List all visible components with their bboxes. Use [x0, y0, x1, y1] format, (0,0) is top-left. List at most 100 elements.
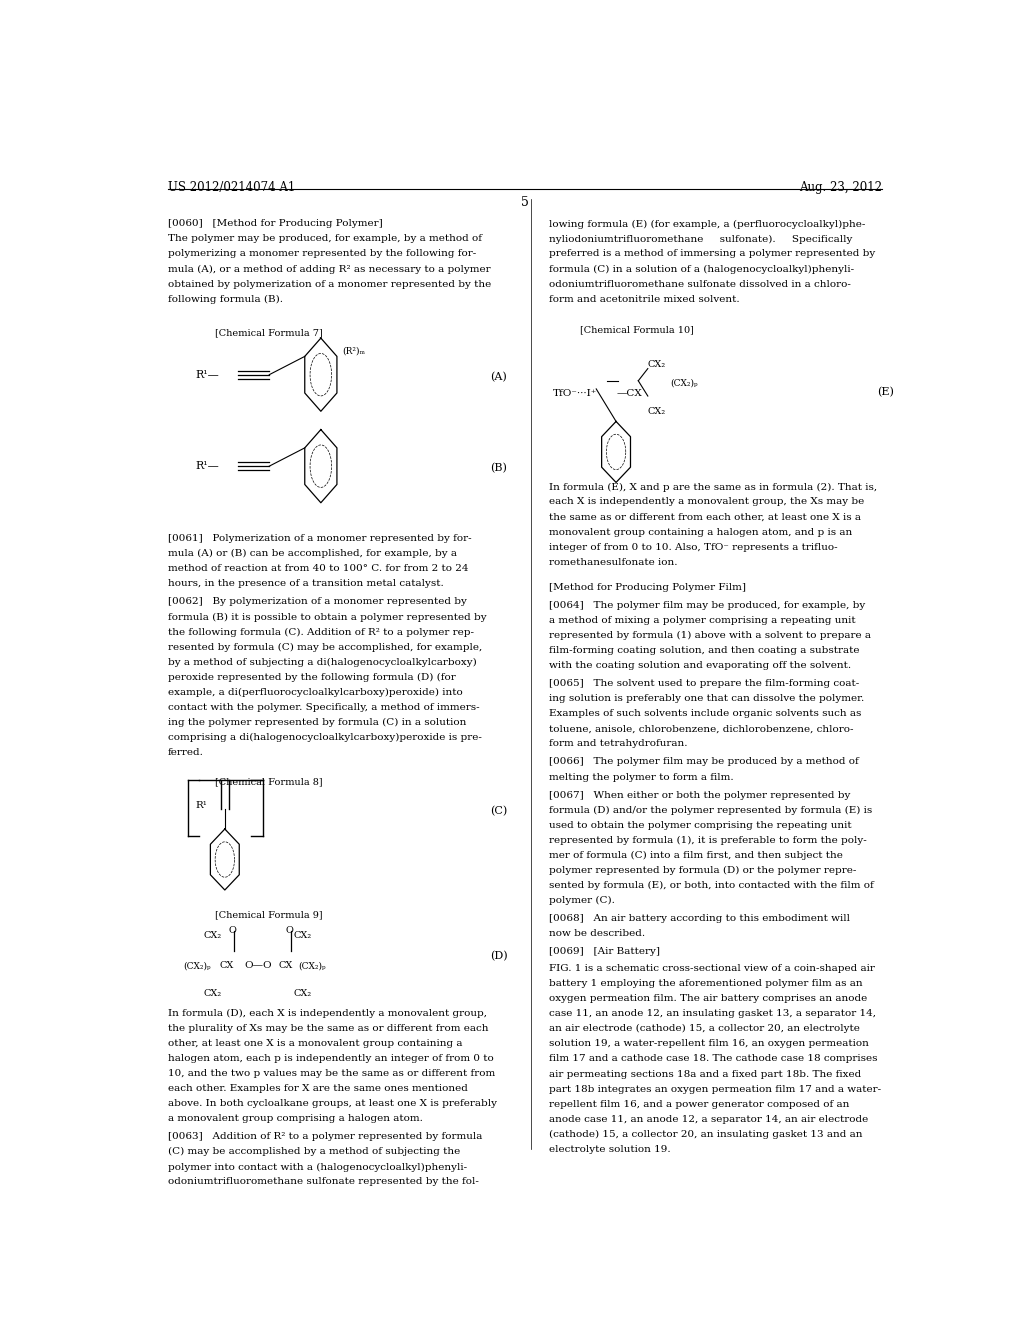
- Text: CX: CX: [219, 961, 233, 970]
- Text: odoniumtrifluoromethane sulfonate represented by the fol-: odoniumtrifluoromethane sulfonate repres…: [168, 1177, 478, 1187]
- Text: by a method of subjecting a di(halogenocycloalkylcarboxy): by a method of subjecting a di(halogenoc…: [168, 657, 476, 667]
- Text: polymerizing a monomer represented by the following for-: polymerizing a monomer represented by th…: [168, 249, 476, 259]
- Text: [0068]   An air battery according to this embodiment will: [0068] An air battery according to this …: [549, 913, 850, 923]
- Text: other, at least one X is a monovalent group containing a: other, at least one X is a monovalent gr…: [168, 1039, 462, 1048]
- Text: each X is independently a monovalent group, the Xs may be: each X is independently a monovalent gro…: [549, 498, 864, 507]
- Text: the plurality of Xs may be the same as or different from each: the plurality of Xs may be the same as o…: [168, 1024, 488, 1034]
- Text: the following formula (C). Addition of R² to a polymer rep-: the following formula (C). Addition of R…: [168, 627, 474, 636]
- Text: form and acetonitrile mixed solvent.: form and acetonitrile mixed solvent.: [549, 294, 739, 304]
- Text: The polymer may be produced, for example, by a method of: The polymer may be produced, for example…: [168, 235, 481, 243]
- Text: mula (A) or (B) can be accomplished, for example, by a: mula (A) or (B) can be accomplished, for…: [168, 549, 457, 558]
- Text: mer of formula (C) into a film first, and then subject the: mer of formula (C) into a film first, an…: [549, 851, 843, 859]
- Text: represented by formula (1) above with a solvent to prepare a: represented by formula (1) above with a …: [549, 631, 870, 640]
- Text: film 17 and a cathode case 18. The cathode case 18 comprises: film 17 and a cathode case 18. The catho…: [549, 1055, 878, 1064]
- Text: Aug. 23, 2012: Aug. 23, 2012: [799, 181, 882, 194]
- Text: [0060]   [Method for Producing Polymer]: [0060] [Method for Producing Polymer]: [168, 219, 382, 228]
- Text: (CX₂)ₚ: (CX₂)ₚ: [299, 961, 327, 970]
- Text: 5: 5: [521, 195, 528, 209]
- Text: [Chemical Formula 9]: [Chemical Formula 9]: [215, 911, 323, 919]
- Text: [0061]   Polymerization of a monomer represented by for-: [0061] Polymerization of a monomer repre…: [168, 535, 471, 544]
- Text: nyliodoniumtrifluoromethane     sulfonate).     Specifically: nyliodoniumtrifluoromethane sulfonate). …: [549, 235, 852, 244]
- Text: solution 19, a water-repellent film 16, an oxygen permeation: solution 19, a water-repellent film 16, …: [549, 1039, 868, 1048]
- Text: integer of from 0 to 10. Also, TfO⁻ represents a trifluo-: integer of from 0 to 10. Also, TfO⁻ repr…: [549, 543, 838, 552]
- Text: contact with the polymer. Specifically, a method of immers-: contact with the polymer. Specifically, …: [168, 702, 479, 711]
- Text: (C): (C): [490, 805, 507, 816]
- Text: (CX₂)ₚ: (CX₂)ₚ: [670, 379, 697, 388]
- Text: R¹: R¹: [196, 800, 207, 809]
- Text: polymer (C).: polymer (C).: [549, 896, 614, 906]
- Text: CX₂: CX₂: [648, 360, 666, 370]
- Text: romethanesulfonate ion.: romethanesulfonate ion.: [549, 557, 677, 566]
- Text: now be described.: now be described.: [549, 929, 645, 939]
- Text: method of reaction at from 40 to 100° C. for from 2 to 24: method of reaction at from 40 to 100° C.…: [168, 565, 468, 573]
- Text: halogen atom, each p is independently an integer of from 0 to: halogen atom, each p is independently an…: [168, 1055, 494, 1063]
- Text: [0067]   When either or both the polymer represented by: [0067] When either or both the polymer r…: [549, 791, 850, 800]
- Text: TfO⁻···I⁺: TfO⁻···I⁺: [553, 389, 597, 397]
- Text: air permeating sections 18a and a fixed part 18b. The fixed: air permeating sections 18a and a fixed …: [549, 1069, 861, 1078]
- Text: used to obtain the polymer comprising the repeating unit: used to obtain the polymer comprising th…: [549, 821, 851, 830]
- Text: example, a di(perfluorocycloalkylcarboxy)peroxide) into: example, a di(perfluorocycloalkylcarboxy…: [168, 688, 463, 697]
- Text: repellent film 16, and a power generator composed of an: repellent film 16, and a power generator…: [549, 1100, 849, 1109]
- Text: case 11, an anode 12, an insulating gasket 13, a separator 14,: case 11, an anode 12, an insulating gask…: [549, 1010, 876, 1018]
- Text: CX: CX: [279, 961, 293, 970]
- Text: [0065]   The solvent used to prepare the film-forming coat-: [0065] The solvent used to prepare the f…: [549, 680, 859, 688]
- Text: [Chemical Formula 7]: [Chemical Formula 7]: [215, 327, 323, 337]
- Text: odoniumtrifluoromethane sulfonate dissolved in a chloro-: odoniumtrifluoromethane sulfonate dissol…: [549, 280, 851, 289]
- Text: anode case 11, an anode 12, a separator 14, an air electrode: anode case 11, an anode 12, a separator …: [549, 1114, 868, 1123]
- Text: represented by formula (1), it is preferable to form the poly-: represented by formula (1), it is prefer…: [549, 836, 866, 845]
- Text: (R²)ₘ: (R²)ₘ: [342, 346, 365, 355]
- Text: O: O: [286, 925, 294, 935]
- Text: CX₂: CX₂: [648, 407, 666, 416]
- Text: ing the polymer represented by formula (C) in a solution: ing the polymer represented by formula (…: [168, 718, 466, 727]
- Text: oxygen permeation film. The air battery comprises an anode: oxygen permeation film. The air battery …: [549, 994, 867, 1003]
- Text: O: O: [228, 925, 237, 935]
- Text: ferred.: ferred.: [168, 748, 204, 756]
- Text: CX₂: CX₂: [293, 989, 311, 998]
- Text: melting the polymer to form a film.: melting the polymer to form a film.: [549, 772, 733, 781]
- Text: Examples of such solvents include organic solvents such as: Examples of such solvents include organi…: [549, 709, 861, 718]
- Text: In formula (E), X and p are the same as in formula (2). That is,: In formula (E), X and p are the same as …: [549, 482, 877, 491]
- Text: [Chemical Formula 8]: [Chemical Formula 8]: [215, 777, 323, 787]
- Text: (A): (A): [490, 372, 507, 381]
- Text: [Method for Producing Polymer Film]: [Method for Producing Polymer Film]: [549, 583, 745, 591]
- Text: [0063]   Addition of R² to a polymer represented by formula: [0063] Addition of R² to a polymer repre…: [168, 1133, 482, 1142]
- Text: obtained by polymerization of a monomer represented by the: obtained by polymerization of a monomer …: [168, 280, 490, 289]
- Text: (CX₂)ₚ: (CX₂)ₚ: [183, 961, 211, 970]
- Text: battery 1 employing the aforementioned polymer film as an: battery 1 employing the aforementioned p…: [549, 979, 862, 989]
- Text: CX₂: CX₂: [204, 931, 221, 940]
- Text: peroxide represented by the following formula (D) (for: peroxide represented by the following fo…: [168, 673, 456, 682]
- Text: US 2012/0214074 A1: US 2012/0214074 A1: [168, 181, 295, 194]
- Text: —CX: —CX: [616, 389, 642, 397]
- Text: monovalent group containing a halogen atom, and p is an: monovalent group containing a halogen at…: [549, 528, 852, 536]
- Text: [0066]   The polymer film may be produced by a method of: [0066] The polymer film may be produced …: [549, 758, 858, 767]
- Text: mula (A), or a method of adding R² as necessary to a polymer: mula (A), or a method of adding R² as ne…: [168, 264, 490, 273]
- Text: form and tetrahydrofuran.: form and tetrahydrofuran.: [549, 739, 687, 748]
- Text: electrolyte solution 19.: electrolyte solution 19.: [549, 1144, 671, 1154]
- Text: FIG. 1 is a schematic cross-sectional view of a coin-shaped air: FIG. 1 is a schematic cross-sectional vi…: [549, 964, 874, 973]
- Text: (D): (D): [489, 950, 507, 961]
- Text: lowing formula (E) (for example, a (perfluorocycloalkyl)phe-: lowing formula (E) (for example, a (perf…: [549, 219, 865, 228]
- Text: CX₂: CX₂: [204, 989, 221, 998]
- Text: O—O: O—O: [245, 961, 272, 970]
- Text: polymer into contact with a (halogenocycloalkyl)phenyli-: polymer into contact with a (halogenocyc…: [168, 1163, 467, 1172]
- Text: (C) may be accomplished by a method of subjecting the: (C) may be accomplished by a method of s…: [168, 1147, 460, 1156]
- Text: CX₂: CX₂: [293, 931, 311, 940]
- Text: 10, and the two p values may be the same as or different from: 10, and the two p values may be the same…: [168, 1069, 495, 1078]
- Text: each other. Examples for X are the same ones mentioned: each other. Examples for X are the same …: [168, 1084, 468, 1093]
- Text: (E): (E): [877, 387, 894, 397]
- Text: toluene, anisole, chlorobenzene, dichlorobenzene, chloro-: toluene, anisole, chlorobenzene, dichlor…: [549, 725, 853, 734]
- Text: preferred is a method of immersing a polymer represented by: preferred is a method of immersing a pol…: [549, 249, 874, 259]
- Text: (cathode) 15, a collector 20, an insulating gasket 13 and an: (cathode) 15, a collector 20, an insulat…: [549, 1130, 862, 1139]
- Text: above. In both cycloalkane groups, at least one X is preferably: above. In both cycloalkane groups, at le…: [168, 1100, 497, 1109]
- Text: polymer represented by formula (D) or the polymer repre-: polymer represented by formula (D) or th…: [549, 866, 856, 875]
- Text: [0062]   By polymerization of a monomer represented by: [0062] By polymerization of a monomer re…: [168, 598, 467, 606]
- Text: formula (D) and/or the polymer represented by formula (E) is: formula (D) and/or the polymer represent…: [549, 805, 871, 814]
- Text: part 18b integrates an oxygen permeation film 17 and a water-: part 18b integrates an oxygen permeation…: [549, 1085, 881, 1093]
- Text: a method of mixing a polymer comprising a repeating unit: a method of mixing a polymer comprising …: [549, 616, 855, 624]
- Text: formula (C) in a solution of a (halogenocycloalkyl)phenyli-: formula (C) in a solution of a (halogeno…: [549, 264, 854, 273]
- Text: formula (B) it is possible to obtain a polymer represented by: formula (B) it is possible to obtain a p…: [168, 612, 486, 622]
- Text: [0069]   [Air Battery]: [0069] [Air Battery]: [549, 948, 659, 956]
- Text: [0064]   The polymer film may be produced, for example, by: [0064] The polymer film may be produced,…: [549, 601, 865, 610]
- Text: R¹—: R¹—: [196, 461, 219, 471]
- Text: the same as or different from each other, at least one X is a: the same as or different from each other…: [549, 512, 860, 521]
